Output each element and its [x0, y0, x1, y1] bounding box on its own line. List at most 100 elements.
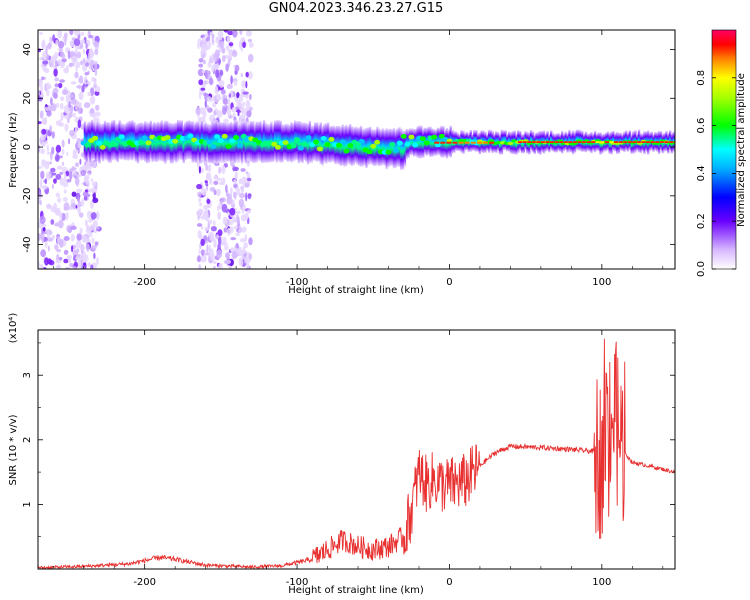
noise-blob — [75, 61, 81, 68]
noise-blob — [66, 224, 72, 233]
band-core — [217, 138, 224, 143]
band-core — [507, 141, 514, 145]
noise-blob — [238, 198, 245, 208]
noise-blob — [62, 196, 68, 202]
noise-blob — [78, 212, 84, 218]
noise-blob — [76, 188, 83, 193]
band-column — [96, 121, 99, 161]
noise-blob — [76, 85, 83, 89]
noise-blob — [46, 89, 50, 97]
noise-blob — [51, 146, 55, 155]
noise-blob — [94, 241, 98, 246]
noise-blob — [55, 259, 62, 264]
band-column — [358, 127, 361, 166]
noise-blob — [61, 89, 69, 96]
band-column — [431, 128, 434, 157]
noise-blob — [47, 245, 51, 252]
band-column — [144, 121, 147, 162]
noise-blob — [39, 31, 43, 35]
band-column — [189, 121, 193, 160]
noise-blob — [232, 50, 238, 58]
band-column — [166, 120, 169, 161]
noise-blob — [80, 169, 86, 177]
noise-blob — [240, 47, 243, 52]
band-core — [275, 144, 281, 150]
band-column — [182, 124, 185, 164]
noise-blob — [202, 59, 206, 65]
noise-blob — [70, 81, 77, 85]
band-column — [184, 122, 187, 161]
noise-blob — [216, 110, 223, 118]
band-core — [328, 137, 335, 142]
noise-blob — [53, 92, 58, 99]
noise-blob — [246, 177, 252, 182]
band-column — [151, 123, 154, 162]
noise-blob — [232, 30, 238, 38]
noise-blob — [72, 112, 76, 118]
noise-blob — [93, 229, 98, 234]
noise-blob — [239, 30, 243, 36]
noise-blob — [233, 179, 237, 185]
band-peak — [650, 141, 655, 143]
band-column — [380, 129, 383, 166]
spectrogram-y-label: Frequency (Hz) — [8, 112, 19, 188]
band-peak — [577, 141, 582, 143]
noise-blob — [69, 129, 75, 137]
spectrogram-frame — [37, 29, 676, 270]
band-peak — [641, 141, 646, 143]
band-column — [668, 130, 672, 151]
band-core — [225, 144, 232, 150]
noise-blob — [56, 165, 63, 170]
band-peak — [646, 141, 650, 143]
noise-blob — [216, 205, 220, 211]
noise-blob — [91, 76, 95, 83]
band-core — [92, 135, 99, 141]
band-core — [347, 143, 354, 148]
noise-blob — [197, 191, 202, 198]
band-core — [336, 142, 342, 148]
noise-blob — [213, 95, 220, 103]
band-column — [131, 120, 134, 161]
noise-blob — [59, 79, 65, 83]
noise-blob — [85, 176, 89, 186]
noise-blob — [218, 79, 225, 88]
band-core — [164, 135, 171, 140]
noise-blob — [198, 266, 202, 269]
noise-blob — [39, 110, 44, 119]
band-core — [431, 134, 438, 140]
noise-blob — [204, 100, 207, 108]
band-column — [637, 129, 641, 153]
band-peak — [636, 141, 641, 143]
noise-blob — [82, 49, 86, 55]
noise-blob — [83, 195, 88, 201]
band-column — [111, 120, 114, 161]
noise-blob — [74, 126, 78, 134]
band-column — [292, 123, 295, 162]
noise-blob — [216, 177, 222, 181]
band-peak — [591, 141, 596, 143]
band-column — [330, 125, 333, 162]
band-core — [236, 143, 243, 148]
band-column — [420, 125, 423, 159]
band-column — [374, 129, 377, 166]
noise-blob — [58, 82, 63, 89]
noise-blob — [231, 251, 237, 259]
noise-blob — [198, 58, 204, 63]
band-peak — [609, 141, 614, 143]
noise-blob — [62, 161, 65, 166]
noise-blob — [220, 89, 226, 95]
noise-blob — [213, 265, 216, 269]
noise-blob — [93, 41, 100, 48]
noise-blob — [233, 77, 238, 86]
band-core — [229, 138, 236, 144]
noise-blob — [240, 214, 247, 222]
band-column — [403, 130, 407, 167]
spectrogram-image — [38, 30, 675, 269]
band-peak — [434, 141, 440, 144]
noise-blob — [221, 47, 226, 54]
band-column — [290, 122, 293, 163]
band-column — [440, 125, 443, 158]
y-tick-label: 3 — [22, 372, 33, 378]
y-tick-label: -40 — [22, 236, 33, 252]
noise-blob — [92, 220, 98, 227]
